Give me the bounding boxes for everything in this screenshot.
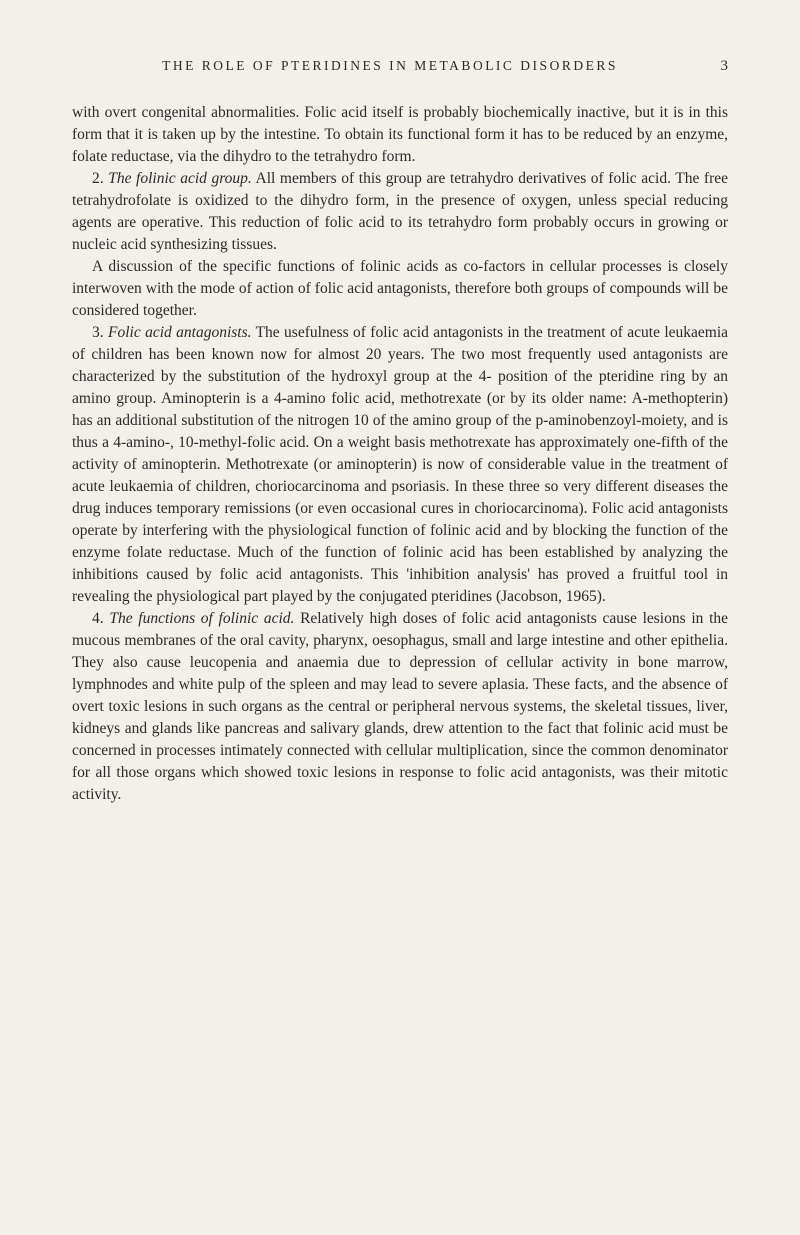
paragraph-4: 3. Folic acid antagonists. The usefulnes… [72, 322, 728, 608]
paragraph-3-text: A discussion of the specific functions o… [72, 258, 728, 319]
paragraph-5-italic: The functions of folinic acid. [109, 610, 294, 627]
paragraph-5-text: Relatively high doses of folic acid anta… [72, 610, 728, 803]
paragraph-2-number: 2. [92, 170, 108, 187]
paragraph-1: with overt congenital abnormalities. Fol… [72, 102, 728, 168]
paragraph-4-number: 3. [92, 324, 108, 341]
page-number: 3 [721, 58, 729, 75]
paragraph-1-text: with overt congenital abnormalities. Fol… [72, 104, 728, 165]
paragraph-4-italic: Folic acid antagonists. [108, 324, 252, 341]
paragraph-3: A discussion of the specific functions o… [72, 256, 728, 322]
header-title: THE ROLE OF PTERIDINES IN METABOLIC DISO… [162, 58, 618, 73]
paragraph-5: 4. The functions of folinic acid. Relati… [72, 608, 728, 806]
paragraph-2-italic: The folinic acid group. [108, 170, 252, 187]
paragraph-5-number: 4. [92, 610, 109, 627]
paragraph-4-text: The usefulness of folic acid antagonists… [72, 324, 728, 605]
paragraph-2: 2. The folinic acid group. All members o… [72, 168, 728, 256]
page-header: THE ROLE OF PTERIDINES IN METABOLIC DISO… [72, 58, 728, 74]
